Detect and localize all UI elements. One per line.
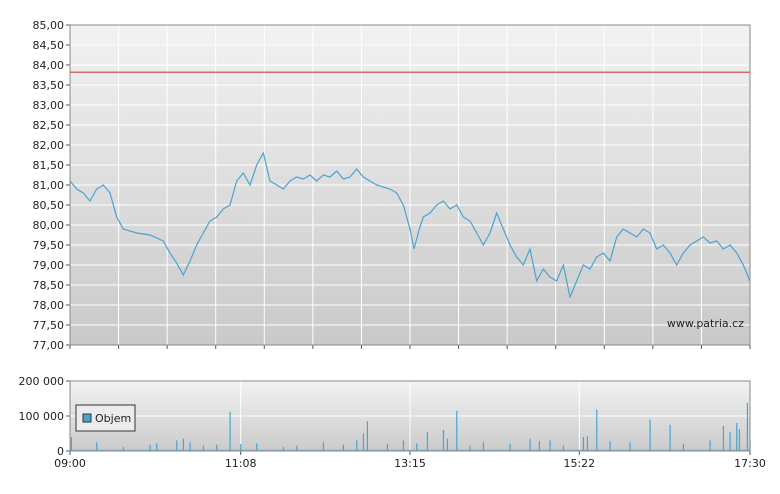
price-y-tick-label: 80,00 xyxy=(33,219,65,232)
volume-bar xyxy=(229,411,231,451)
volume-x-tick-label: 13:15 xyxy=(394,457,426,470)
volume-bar xyxy=(682,444,685,451)
volume-bar xyxy=(669,424,671,451)
volume-y-ticks: 0 100 000 200 000 xyxy=(19,375,70,458)
volume-bar xyxy=(386,444,389,451)
volume-bar xyxy=(416,443,418,451)
volume-bar xyxy=(322,442,325,451)
volume-bar xyxy=(649,419,651,451)
volume-bar xyxy=(729,431,731,451)
price-y-tick-label: 80,50 xyxy=(33,199,65,212)
price-grid xyxy=(70,24,750,346)
legend-swatch xyxy=(82,413,92,423)
volume-y-tick-label: 200 000 xyxy=(19,375,65,388)
price-y-tick-label: 79,00 xyxy=(33,259,65,272)
price-y-tick-label: 78,50 xyxy=(33,279,65,292)
price-y-tick-label: 82,50 xyxy=(33,119,65,132)
volume-bar xyxy=(256,443,258,451)
price-y-tick-label: 81,50 xyxy=(33,159,65,172)
volume-plot-border xyxy=(69,380,751,452)
volume-bar xyxy=(746,402,749,451)
volume-x-tick-label: 17:30 xyxy=(734,457,766,470)
volume-bar xyxy=(282,446,285,451)
volume-bar xyxy=(469,445,471,451)
price-y-tick-label: 83,00 xyxy=(33,99,65,112)
volume-chart-panel: 0 100 000 200 000 09:00 11:08 13:15 15:22 17:3… xyxy=(19,375,766,470)
volume-bar xyxy=(366,421,369,451)
volume-bar xyxy=(202,445,205,451)
volume-bar xyxy=(538,441,541,451)
volume-x-tick-label: 09:00 xyxy=(54,457,86,470)
watermark-text: www.patria.cz xyxy=(667,317,744,330)
volume-bar xyxy=(402,440,405,451)
volume-bar xyxy=(182,438,185,451)
volume-bar xyxy=(176,440,178,451)
volume-bar xyxy=(738,429,741,451)
price-y-tick-label: 84,00 xyxy=(33,59,65,72)
volume-bar xyxy=(342,444,345,451)
volume-bar xyxy=(482,442,485,451)
volume-bar xyxy=(156,443,158,451)
volume-y-tick-label: 0 xyxy=(57,445,64,458)
volume-bar xyxy=(509,444,511,451)
volume-bar xyxy=(736,423,738,451)
volume-bars xyxy=(69,402,751,451)
volume-bar xyxy=(426,431,429,451)
volume-bar xyxy=(216,444,218,451)
price-series-line xyxy=(69,151,751,300)
price-y-tick-label: 85,00 xyxy=(33,19,65,32)
volume-bar xyxy=(446,438,449,451)
price-y-ticks: 77,00 77,50 78,00 78,50 79,00 79,50 80,00 80,50… xyxy=(33,19,751,352)
volume-bar xyxy=(562,445,565,451)
volume-bar xyxy=(709,440,711,451)
volume-y-tick-label: 100 000 xyxy=(19,410,65,423)
price-plot-border xyxy=(69,24,751,346)
volume-bar xyxy=(456,410,458,451)
volume-bar xyxy=(149,444,151,451)
volume-bar xyxy=(189,442,191,451)
volume-bar xyxy=(442,430,445,451)
volume-bar xyxy=(70,437,73,451)
price-y-tick-label: 84,50 xyxy=(33,39,65,52)
price-y-tick-label: 79,50 xyxy=(33,239,65,252)
price-y-tick-label: 77,50 xyxy=(33,319,65,332)
volume-bar xyxy=(240,444,242,451)
price-y-tick-label: 78,00 xyxy=(33,299,65,312)
volume-x-tick-label: 11:08 xyxy=(225,457,257,470)
price-chart-panel: 77,00 77,50 78,00 78,50 79,00 79,50 80,00 80,50… xyxy=(33,19,751,352)
volume-bar xyxy=(549,440,551,451)
volume-bar xyxy=(122,446,125,451)
volume-baseline-band xyxy=(70,449,750,451)
volume-bar xyxy=(582,437,585,451)
volume-bar xyxy=(722,425,725,451)
volume-bar xyxy=(356,440,358,451)
volume-x-ticks: 09:00 11:08 13:15 15:22 17:30 xyxy=(54,451,766,470)
volume-bar xyxy=(629,442,631,451)
volume-bar xyxy=(296,445,298,451)
volume-bar xyxy=(609,441,611,451)
price-y-tick-label: 82,00 xyxy=(33,139,65,152)
volume-x-tick-label: 15:22 xyxy=(563,457,595,470)
price-y-tick-label: 83,50 xyxy=(33,79,65,92)
volume-bar xyxy=(586,436,589,451)
volume-legend: Objem xyxy=(75,404,136,432)
volume-bar xyxy=(596,409,598,451)
price-y-tick-label: 81,00 xyxy=(33,179,65,192)
price-y-tick-label: 77,00 xyxy=(33,339,65,352)
volume-bar xyxy=(362,433,365,451)
volume-bar xyxy=(529,438,531,451)
volume-bar xyxy=(96,442,98,451)
legend-label: Objem xyxy=(95,412,131,425)
